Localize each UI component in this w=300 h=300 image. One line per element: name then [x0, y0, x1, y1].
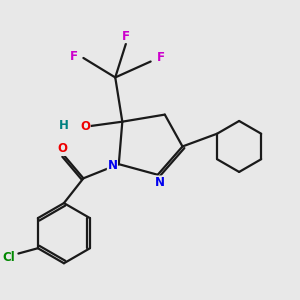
Text: O: O	[57, 142, 67, 155]
Text: F: F	[157, 52, 165, 64]
Text: F: F	[122, 29, 130, 43]
Text: H: H	[59, 119, 69, 132]
Text: Cl: Cl	[2, 250, 15, 264]
Text: F: F	[70, 50, 77, 63]
Text: N: N	[154, 176, 164, 189]
Text: N: N	[107, 159, 117, 172]
Text: O: O	[80, 121, 90, 134]
